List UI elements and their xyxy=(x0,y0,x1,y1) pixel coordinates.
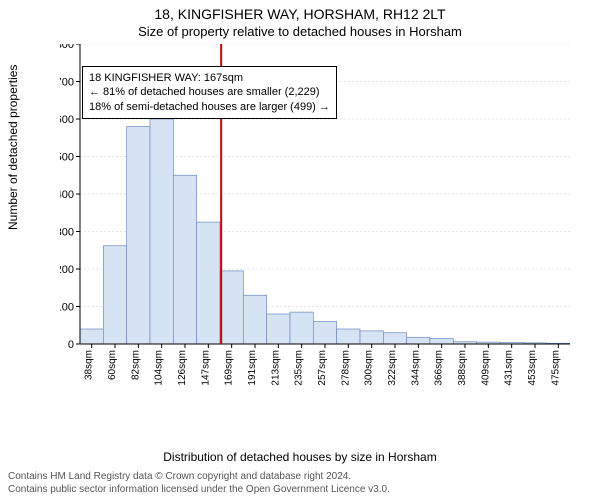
svg-text:100: 100 xyxy=(60,302,74,314)
svg-text:300: 300 xyxy=(60,227,74,239)
svg-text:191sqm: 191sqm xyxy=(247,350,258,386)
svg-text:600: 600 xyxy=(60,114,74,126)
bar xyxy=(430,338,453,344)
bar xyxy=(80,329,103,344)
bar xyxy=(360,331,383,344)
svg-text:344sqm: 344sqm xyxy=(410,350,421,386)
svg-text:104sqm: 104sqm xyxy=(154,350,165,386)
bar xyxy=(243,295,266,344)
footer-attribution: Contains HM Land Registry data © Crown c… xyxy=(8,470,390,496)
svg-text:500: 500 xyxy=(60,152,74,164)
annotation-line-3: 18% of semi-detached houses are larger (… xyxy=(89,100,330,114)
annotation-box: 18 KINGFISHER WAY: 167sqm ← 81% of detac… xyxy=(82,66,337,119)
svg-text:388sqm: 388sqm xyxy=(457,350,468,386)
svg-text:300sqm: 300sqm xyxy=(364,350,375,386)
bar xyxy=(267,314,290,344)
svg-text:82sqm: 82sqm xyxy=(130,350,141,380)
svg-text:409sqm: 409sqm xyxy=(480,350,491,386)
svg-text:322sqm: 322sqm xyxy=(387,350,398,386)
svg-text:700: 700 xyxy=(60,77,74,89)
svg-text:169sqm: 169sqm xyxy=(224,350,235,386)
bar xyxy=(173,175,196,344)
bar xyxy=(220,271,243,344)
annotation-line-2: ← 81% of detached houses are smaller (2,… xyxy=(89,85,330,99)
svg-text:453sqm: 453sqm xyxy=(527,350,538,386)
svg-text:235sqm: 235sqm xyxy=(294,350,305,386)
annotation-line-1: 18 KINGFISHER WAY: 167sqm xyxy=(89,71,330,85)
bar xyxy=(337,329,360,344)
page-subtitle: Size of property relative to detached ho… xyxy=(0,22,600,39)
svg-text:400: 400 xyxy=(60,189,74,201)
svg-text:431sqm: 431sqm xyxy=(504,350,515,386)
bar xyxy=(383,333,406,344)
svg-text:475sqm: 475sqm xyxy=(550,350,561,386)
svg-text:38sqm: 38sqm xyxy=(84,350,95,380)
svg-text:200: 200 xyxy=(60,264,74,276)
svg-text:60sqm: 60sqm xyxy=(107,350,118,380)
chart-area: 0 100 200 300 400 500 600 700 800 38sqm 60sqm 82sqm… xyxy=(60,44,570,424)
bar xyxy=(290,312,313,344)
bar xyxy=(313,322,336,345)
svg-text:366sqm: 366sqm xyxy=(434,350,445,386)
svg-text:213sqm: 213sqm xyxy=(270,350,281,386)
svg-text:800: 800 xyxy=(60,44,74,51)
svg-text:257sqm: 257sqm xyxy=(317,350,328,386)
bar xyxy=(197,222,220,344)
bar xyxy=(127,127,150,345)
page-title: 18, KINGFISHER WAY, HORSHAM, RH12 2LT xyxy=(0,0,600,22)
y-axis-label: Number of detached properties xyxy=(6,65,20,230)
svg-text:126sqm: 126sqm xyxy=(177,350,188,386)
svg-text:278sqm: 278sqm xyxy=(340,350,351,386)
svg-text:0: 0 xyxy=(68,339,74,351)
bar xyxy=(407,337,430,344)
bar xyxy=(103,246,126,344)
bar xyxy=(150,119,173,344)
svg-text:147sqm: 147sqm xyxy=(200,350,211,386)
x-axis-label: Distribution of detached houses by size … xyxy=(0,450,600,464)
